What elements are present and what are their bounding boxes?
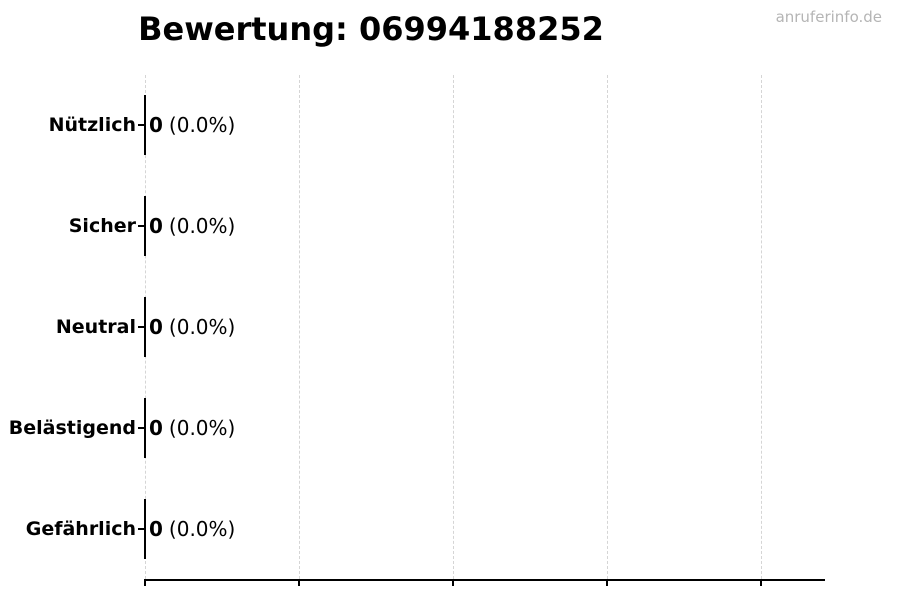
zero-value-bar [144, 296, 146, 357]
bar-percent: (0.0%) [168, 314, 236, 339]
bar-count: 0 [149, 113, 163, 138]
bar-value-label: 0 (0.0%) [149, 315, 235, 339]
bar-percent: (0.0%) [168, 516, 236, 541]
bar-percent: (0.0%) [168, 113, 236, 138]
y-axis-tick [138, 225, 145, 228]
bar-percent: (0.0%) [168, 415, 236, 440]
category-label: Belästigend [8, 416, 136, 439]
zero-value-bar [144, 498, 146, 559]
x-axis-tick [298, 579, 300, 586]
x-axis-tick [760, 579, 762, 586]
gridline [299, 75, 300, 579]
bar-value-label: 0 (0.0%) [149, 113, 235, 137]
x-axis-tick [452, 579, 454, 586]
gridline [761, 75, 762, 579]
bar-count: 0 [149, 314, 163, 339]
y-axis-tick [138, 426, 145, 429]
bar-count: 0 [149, 214, 163, 239]
bar-percent: (0.0%) [168, 214, 236, 239]
zero-value-bar [144, 95, 146, 156]
bar-value-label: 0 (0.0%) [149, 517, 235, 541]
bar-value-label: 0 (0.0%) [149, 214, 235, 238]
chart-row: Belästigend 0 (0.0%) [9, 377, 825, 478]
chart-row: Neutral 0 (0.0%) [56, 277, 825, 378]
zero-value-bar [144, 196, 146, 257]
x-axis-line [145, 579, 825, 581]
rows: Nützlich 0 (0.0%) Sicher 0 (0.0%) Neutral … [9, 75, 825, 579]
bar-count: 0 [149, 516, 163, 541]
gridline [453, 75, 454, 579]
category-label: Sicher [68, 215, 136, 238]
category-label: Gefährlich [25, 517, 136, 540]
x-axis-tick [144, 579, 146, 586]
category-label: Nützlich [48, 114, 136, 137]
watermark: anruferinfo.de [775, 8, 882, 26]
chart-row: Sicher 0 (0.0%) [69, 176, 825, 277]
y-axis-tick [138, 124, 145, 127]
chart-title: Bewertung: 06994188252 [138, 10, 604, 48]
category-label: Neutral [55, 315, 136, 338]
gridline [607, 75, 608, 579]
y-axis-tick [138, 325, 145, 328]
y-axis-tick [138, 527, 145, 530]
bar-value-label: 0 (0.0%) [149, 416, 235, 440]
bar-count: 0 [149, 415, 163, 440]
plot-area: Nützlich 0 (0.0%) Sicher 0 (0.0%) Neutral … [9, 75, 825, 586]
zero-value-bar [144, 397, 146, 458]
chart-row: Gefährlich 0 (0.0%) [26, 478, 825, 579]
chart-row: Nützlich 0 (0.0%) [49, 75, 825, 176]
x-axis-tick [606, 579, 608, 586]
